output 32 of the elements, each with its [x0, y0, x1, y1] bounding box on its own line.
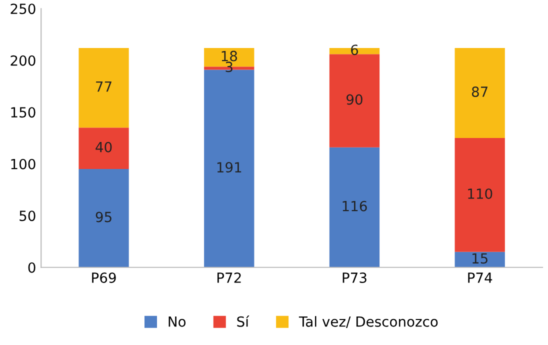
- data-label: 90: [346, 94, 362, 105]
- y-tick-label: 100: [11, 158, 36, 170]
- legend-label: No: [168, 316, 186, 327]
- data-label: 18: [222, 50, 238, 62]
- data-label: 77: [96, 82, 112, 92]
- data-label: 95: [96, 212, 112, 222]
- data-label: 191: [217, 162, 242, 173]
- y-tick-label: 150: [11, 107, 36, 118]
- bar: [329, 54, 380, 148]
- bar: [78, 48, 129, 128]
- bar: [78, 169, 129, 268]
- legend-label: Sí: [237, 316, 250, 327]
- bar: [454, 48, 505, 138]
- data-label: 15: [472, 253, 488, 264]
- bar: [454, 252, 505, 268]
- x-tick-label: P74: [468, 272, 492, 283]
- y-tick-label: 200: [10, 55, 36, 66]
- bar: [78, 128, 129, 170]
- bar: [329, 147, 380, 268]
- data-label: 3: [226, 62, 232, 72]
- data-label: 116: [342, 200, 367, 212]
- y-tick-label: 250: [10, 4, 36, 14]
- x-tick-label: P73: [342, 272, 366, 283]
- bar: [454, 138, 505, 252]
- data-label: 87: [472, 86, 488, 98]
- y-tick-label: 50: [20, 210, 36, 222]
- data-label: 110: [468, 188, 492, 199]
- y-tick-label: 0: [28, 262, 36, 273]
- data-label: 40: [96, 142, 112, 152]
- x-tick-label: P69: [92, 272, 116, 283]
- legend-label: Tal vez/ Desconozco: [298, 316, 438, 328]
- x-tick-label: P72: [217, 272, 241, 283]
